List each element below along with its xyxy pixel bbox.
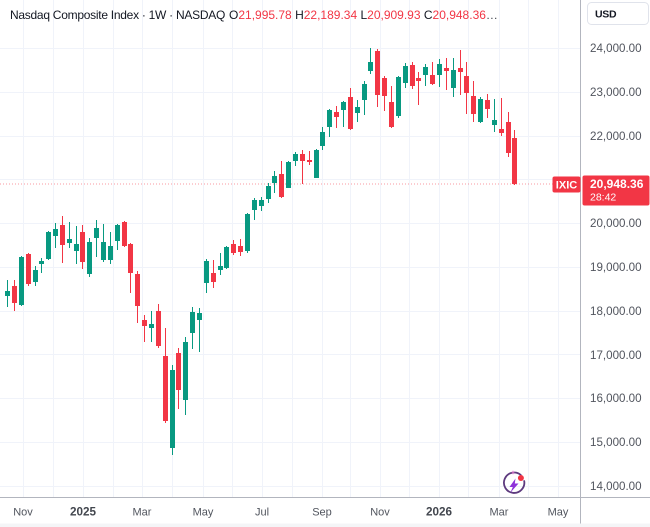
svg-text:Mar: Mar xyxy=(133,507,152,519)
svg-text:20,948.36: 20,948.36 xyxy=(590,177,644,191)
svg-text:16,000.00: 16,000.00 xyxy=(590,392,642,405)
svg-text:17,000.00: 17,000.00 xyxy=(590,349,642,362)
svg-text:15,000.00: 15,000.00 xyxy=(590,436,642,449)
svg-text:2026: 2026 xyxy=(426,506,453,519)
svg-text:23,000.00: 23,000.00 xyxy=(590,86,642,99)
svg-text:Nasdaq Composite Index · 1W ·: Nasdaq Composite Index · 1W · NASDAQ xyxy=(10,8,225,22)
svg-text:14,000.00: 14,000.00 xyxy=(590,480,642,493)
svg-text:Mar: Mar xyxy=(490,507,509,519)
svg-text:IXIC: IXIC xyxy=(556,180,577,192)
svg-text:May: May xyxy=(193,507,214,519)
svg-text:May: May xyxy=(548,507,569,519)
svg-text:19,000.00: 19,000.00 xyxy=(590,261,642,274)
svg-text:Nov: Nov xyxy=(13,507,33,519)
svg-text:28:42: 28:42 xyxy=(590,192,616,204)
svg-text:Nov: Nov xyxy=(370,507,390,519)
svg-text:USD: USD xyxy=(595,9,617,21)
svg-text:18,000.00: 18,000.00 xyxy=(590,305,642,318)
svg-text:20,000.00: 20,000.00 xyxy=(590,217,642,230)
svg-text:2025: 2025 xyxy=(70,506,97,519)
svg-text:22,000.00: 22,000.00 xyxy=(590,130,642,143)
svg-text:O21,995.78 H22,189.34 L20,909.: O21,995.78 H22,189.34 L20,909.93 C20,948… xyxy=(229,8,498,22)
svg-text:24,000.00: 24,000.00 xyxy=(590,42,642,55)
svg-text:Sep: Sep xyxy=(312,507,332,519)
svg-text:Jul: Jul xyxy=(255,507,269,519)
